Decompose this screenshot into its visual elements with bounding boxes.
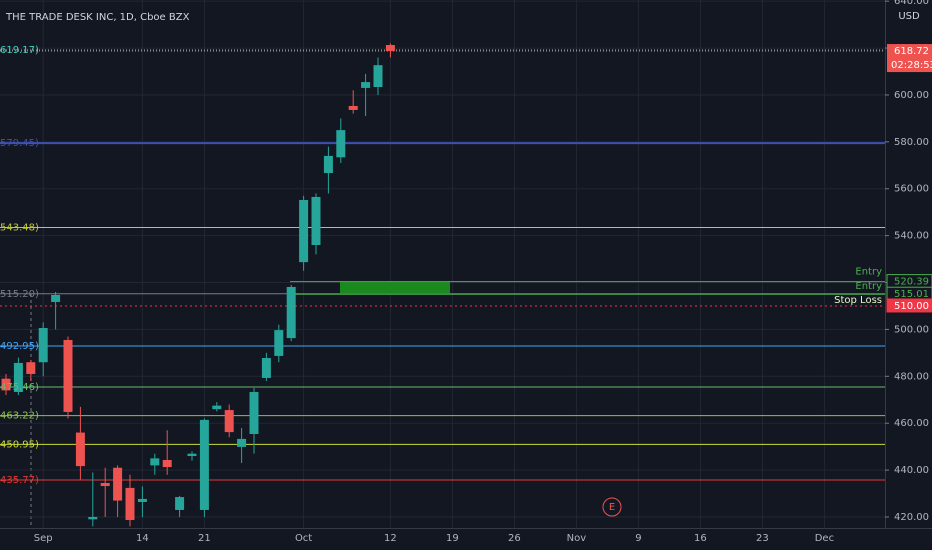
candle-body: [286, 286, 296, 339]
y-tick-label: 580.00: [894, 137, 929, 148]
x-tick-label: 14: [136, 533, 149, 544]
x-tick-label: 12: [384, 533, 397, 544]
x-tick-label: 16: [694, 533, 707, 544]
order-name: Entry: [855, 281, 882, 292]
level-label: 543.48): [0, 222, 39, 233]
candle-body: [175, 497, 185, 510]
x-tick-label: 19: [446, 533, 459, 544]
candle-body: [1, 378, 11, 391]
candle-body: [224, 410, 234, 433]
x-tick-label: 26: [508, 533, 521, 544]
candle-body: [237, 438, 247, 447]
y-tick-label: 460.00: [894, 418, 929, 429]
x-tick-label: 23: [756, 533, 769, 544]
candle-body: [38, 328, 48, 363]
candle-body: [299, 199, 309, 263]
level-label: 492.95): [0, 341, 39, 352]
level-label: 450.95): [0, 439, 39, 450]
candle-body: [26, 362, 36, 374]
candle-body: [88, 516, 98, 520]
x-tick-label: Nov: [567, 533, 587, 544]
currency-label: USD: [898, 11, 920, 22]
level-label: 435.77): [0, 475, 39, 486]
order-tag-label: 515.01: [894, 289, 929, 300]
order-tag-label: 510.00: [894, 301, 929, 312]
candle-body: [212, 405, 222, 410]
x-tick-label: Oct: [295, 533, 312, 544]
y-tick-label: 500.00: [894, 324, 929, 335]
candle-body: [261, 358, 271, 378]
candle-body: [323, 155, 333, 174]
candle-body: [162, 460, 172, 468]
order-tag-label: 520.39: [894, 277, 929, 288]
marks: [1, 43, 395, 527]
y-tick-label: 480.00: [894, 371, 929, 382]
candle-body: [385, 45, 395, 52]
candle-body: [113, 467, 123, 501]
countdown-label: 02:28:53: [891, 60, 932, 71]
candle-body: [311, 196, 321, 246]
x-tick-label: 21: [198, 533, 211, 544]
level-label: 515.20): [0, 289, 39, 300]
candle-body: [51, 294, 61, 302]
candle-body: [199, 419, 209, 510]
chart-title: THE TRADE DESK INC, 1D, Cboe BZX: [5, 12, 190, 23]
y-tick-label: 560.00: [894, 184, 929, 195]
candle-body: [137, 498, 147, 502]
order-name: Stop Loss: [834, 295, 882, 306]
entry-zone: [340, 281, 450, 295]
y-tick-label: 540.00: [894, 231, 929, 242]
last-price-label: 618.72: [894, 46, 929, 57]
candle-body: [336, 130, 346, 158]
y-tick-label: 600.00: [894, 90, 929, 101]
grid: [0, 0, 885, 528]
candle-body: [13, 362, 23, 393]
candle-body: [274, 330, 284, 356]
level-label: 463.22): [0, 411, 39, 422]
candle-body: [348, 105, 358, 110]
candle-body: [187, 453, 197, 457]
level-label: 475.46): [0, 382, 39, 393]
candle-body: [361, 82, 371, 88]
x-tick-label: Sep: [34, 533, 53, 544]
order-tag: [886, 298, 932, 313]
y-tick-label: 420.00: [894, 512, 929, 523]
x-tick-label: Dec: [815, 533, 834, 544]
y-tick-label: 440.00: [894, 465, 929, 476]
level-label: 619.17): [0, 45, 39, 56]
earnings-marker[interactable]: [602, 497, 622, 517]
candle-body: [100, 482, 110, 487]
candle-body: [75, 432, 85, 467]
candle-body: [150, 458, 160, 466]
candle-body: [373, 65, 383, 87]
earnings-label: E: [609, 502, 615, 513]
candle-body: [249, 392, 259, 434]
y-tick-label: 640.00: [894, 0, 929, 7]
candle-body: [125, 487, 135, 521]
candle-body: [63, 339, 73, 412]
x-tick-label: 9: [635, 533, 641, 544]
order-name: Entry: [855, 267, 882, 278]
last-price-tag: [887, 44, 932, 73]
level-label: 579.45): [0, 138, 39, 149]
